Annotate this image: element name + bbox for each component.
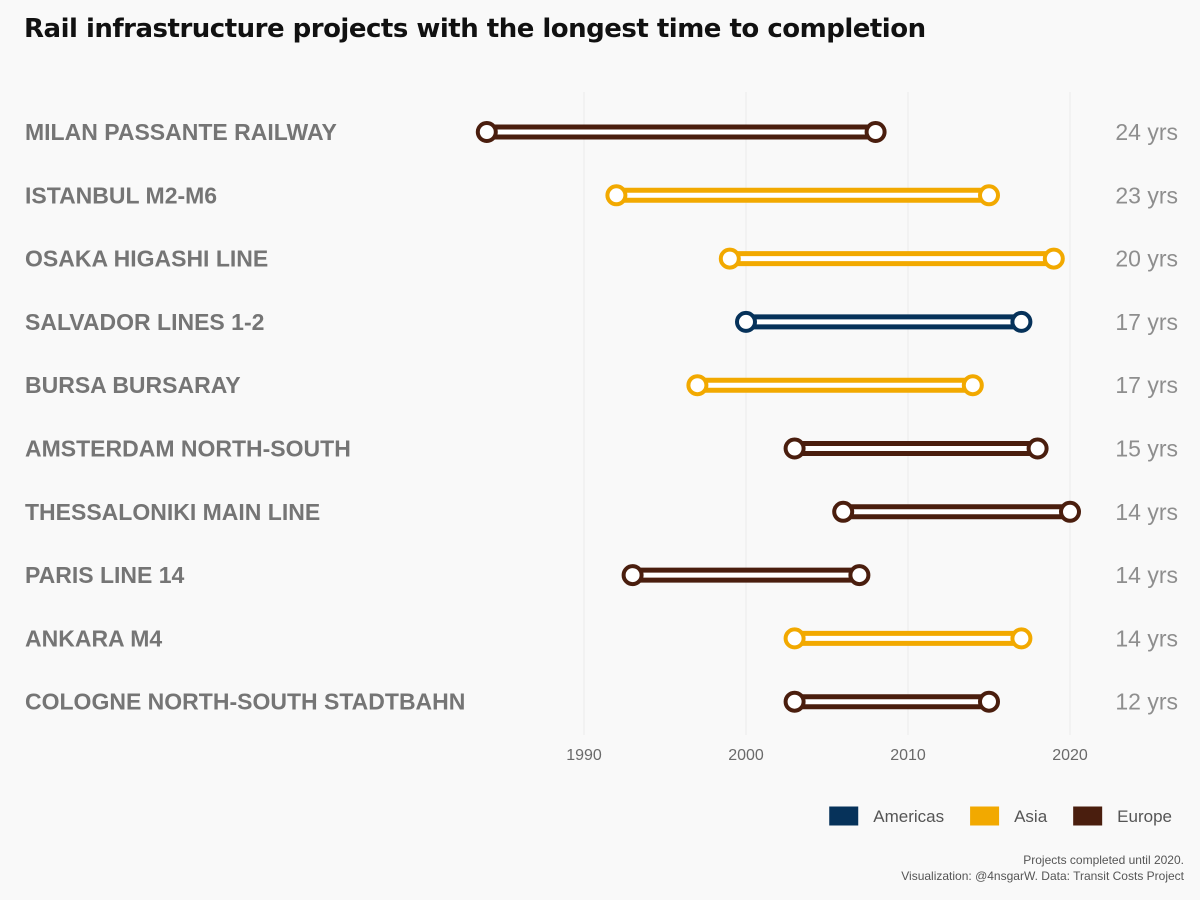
end-point-osaka-higashi-line [1042,247,1065,270]
legend-swatch-americas [829,806,859,826]
start-point-salvador-lines-1-2 [735,310,757,333]
start-point-milan-passante-railway [475,121,498,143]
end-point-bursa-bursaray [961,374,984,397]
start-point-osaka-higashi-line [718,247,741,270]
x-tick-label-2010: 2010 [890,747,926,764]
project-label-thessaloniki-main-line: THESSALONIKI MAIN LINE [25,499,320,525]
start-point-istanbul-m2-m6 [605,184,628,207]
start-point-cologne-north-south-stadtbahn [783,690,806,713]
x-tick-label-2000: 2000 [728,747,764,764]
end-point-amsterdam-north-south [1026,437,1049,460]
duration-label-cologne-north-south-stadtbahn: 12 yrs [1115,689,1178,715]
legend-label-asia: Asia [1014,807,1048,826]
end-point-cologne-north-south-stadtbahn [978,690,1000,713]
end-point-istanbul-m2-m6 [978,184,1000,207]
x-tick-label-1990: 1990 [566,747,602,764]
project-label-ankara-m4: ANKARA M4 [25,625,162,651]
duration-label-istanbul-m2-m6: 23 yrs [1115,182,1178,208]
project-label-amsterdam-north-south: AMSTERDAM NORTH-SOUTH [25,436,351,462]
end-point-thessaloniki-main-line [1059,500,1081,523]
project-label-istanbul-m2-m6: ISTANBUL M2-M6 [25,182,217,208]
project-label-salvador-lines-1-2: SALVADOR LINES 1-2 [25,309,264,335]
duration-label-thessaloniki-main-line: 14 yrs [1115,499,1178,525]
legend-swatch-europe [1073,806,1103,826]
start-point-paris-line-14 [621,564,644,587]
duration-label-milan-passante-railway: 24 yrs [1115,119,1178,145]
end-point-paris-line-14 [848,564,871,587]
legend-label-americas: Americas [873,807,944,826]
project-label-cologne-north-south-stadtbahn: COLOGNE NORTH-SOUTH STADTBAHN [25,689,465,715]
project-label-milan-passante-railway: MILAN PASSANTE RAILWAY [25,119,337,145]
caption-note: Projects completed until 2020. [1023,853,1184,867]
duration-label-bursa-bursaray: 17 yrs [1115,372,1178,398]
caption-credit: Visualization: @4nsgarW. Data: Transit C… [901,869,1184,883]
end-point-salvador-lines-1-2 [1010,310,1033,333]
legend-swatch-asia [970,806,1000,826]
end-point-milan-passante-railway [864,121,887,143]
legend-label-europe: Europe [1117,807,1172,826]
duration-label-paris-line-14: 14 yrs [1115,562,1178,588]
start-point-amsterdam-north-south [783,437,806,460]
chart-title: Rail infrastructure projects with the lo… [24,14,926,44]
duration-label-amsterdam-north-south: 15 yrs [1115,436,1178,462]
start-point-ankara-m4 [783,627,806,650]
end-point-ankara-m4 [1010,627,1033,650]
start-point-thessaloniki-main-line [832,500,855,523]
project-label-bursa-bursaray: BURSA BURSARAY [25,372,241,398]
project-label-osaka-higashi-line: OSAKA HIGASHI LINE [25,246,268,272]
project-label-paris-line-14: PARIS LINE 14 [25,562,185,588]
duration-label-osaka-higashi-line: 20 yrs [1115,246,1178,272]
start-point-bursa-bursaray [686,374,709,397]
duration-label-salvador-lines-1-2: 17 yrs [1115,309,1178,335]
duration-label-ankara-m4: 14 yrs [1115,625,1178,651]
x-tick-label-2020: 2020 [1052,747,1088,764]
